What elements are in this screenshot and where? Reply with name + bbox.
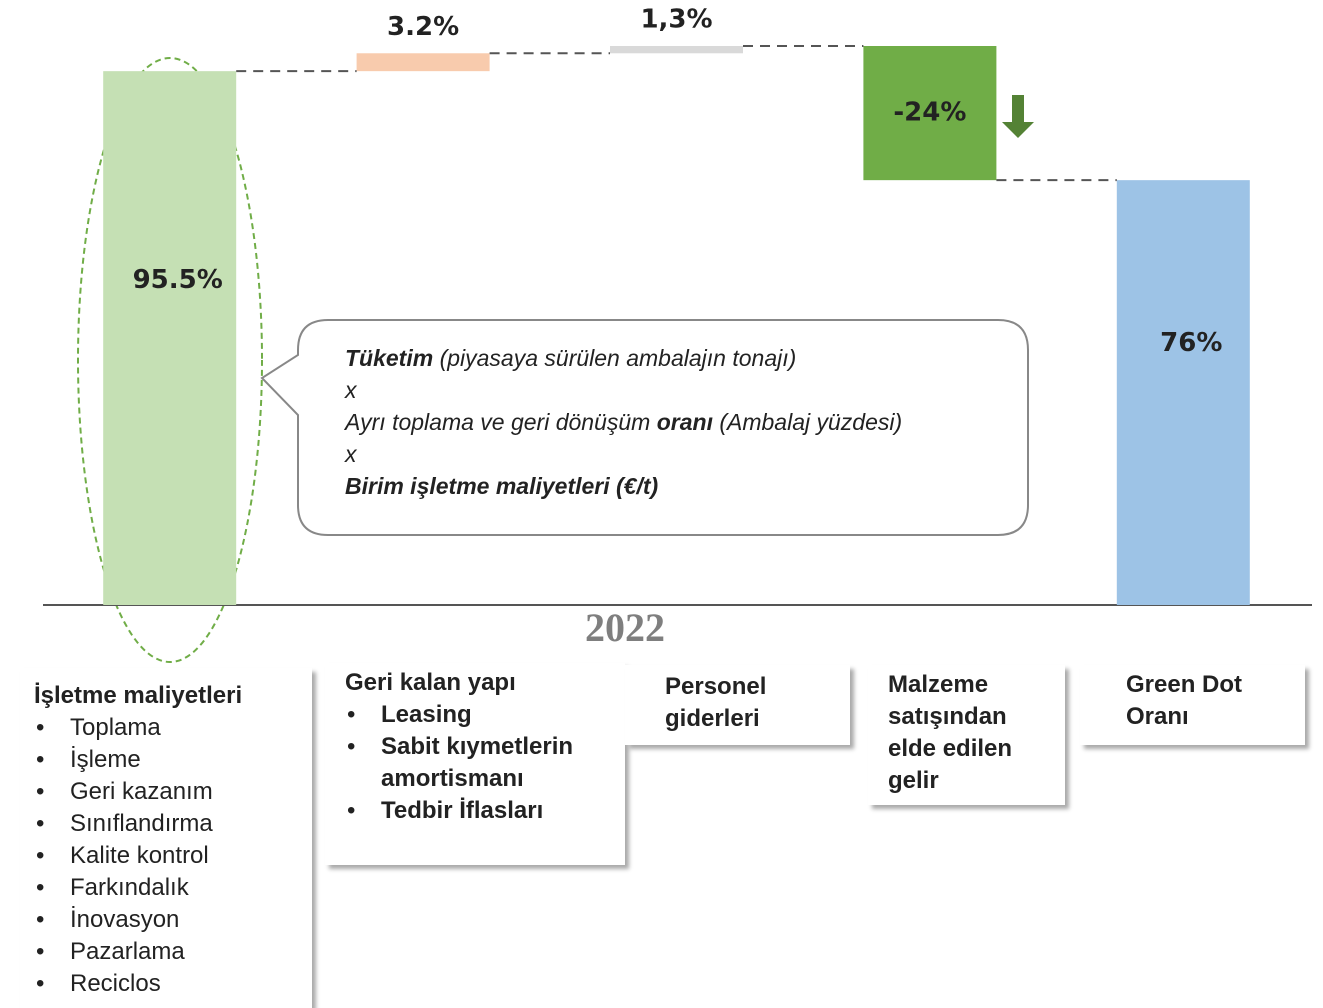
category-box: Personel giderleri — [625, 665, 850, 745]
callout-segment: Birim işletme maliyetleri (€/t) — [345, 473, 658, 499]
callout-text: Tüketim (piyasaya sürülen ambalajın tona… — [343, 345, 902, 499]
bar — [103, 71, 237, 605]
category-label: Personel giderleri — [665, 673, 767, 732]
callout-segment: Tüketim — [345, 345, 433, 371]
highlight-ellipse — [77, 57, 263, 663]
category-box: Malzeme satışından elde edilen gelir — [868, 665, 1065, 805]
detail-list: ToplamaİşlemeGeri kazanımSınıflandırmaKa… — [34, 712, 298, 1000]
bar-label: 3.2% — [387, 12, 459, 42]
bar-label: 1,3% — [640, 5, 712, 35]
bar-label: 95.5% — [133, 265, 223, 295]
detail-item: Sabit kıymetlerin amortismanı — [347, 731, 605, 795]
bar — [863, 46, 997, 181]
category-label: Geri kalan yapı — [345, 669, 516, 696]
detail-item: Leasing — [347, 699, 605, 731]
detail-item: İnovasyon — [36, 904, 298, 936]
callout-line: Birim işletme maliyetleri (€/t) — [345, 473, 658, 499]
detail-item: Toplama — [36, 712, 298, 744]
category-label: Malzeme satışından elde edilen gelir — [888, 671, 1013, 794]
detail-item: İşleme — [36, 744, 298, 776]
category-label: Green Dot Oranı — [1126, 671, 1243, 730]
bar-label: -24% — [893, 98, 966, 128]
callout-segment: (Ambalaj yüzdesi) — [713, 409, 902, 435]
bar — [356, 53, 490, 72]
callout-line: Ayrı toplama ve geri dönüşüm oranı (Amba… — [343, 409, 902, 435]
detail-item: Reciclos — [36, 968, 298, 1000]
callout-line: x — [344, 441, 358, 467]
bar — [1116, 180, 1250, 605]
callout-line: Tüketim (piyasaya sürülen ambalajın tona… — [345, 345, 796, 371]
category-label: İşletme maliyetleri — [34, 682, 243, 709]
callout-segment: (piyasaya sürülen ambalajın tonajı) — [433, 345, 796, 371]
down-arrow — [1002, 95, 1034, 138]
callout-line: x — [344, 377, 358, 403]
detail-item: Kalite kontrol — [36, 840, 298, 872]
detail-item: Pazarlama — [36, 936, 298, 968]
callout-segment: oranı — [657, 409, 713, 435]
category-box: Green Dot Oranı — [1080, 665, 1305, 745]
detail-item: Tedbir İflasları — [347, 795, 605, 827]
callout-segment: x — [344, 441, 358, 467]
category-box: Geri kalan yapı LeasingSabit kıymetlerin … — [325, 663, 625, 865]
bar-label: 76% — [1160, 328, 1222, 358]
detail-item: Sınıflandırma — [36, 808, 298, 840]
callout-segment: x — [344, 377, 358, 403]
callout-bubble — [260, 319, 1029, 536]
bar — [610, 46, 743, 54]
category-box: İşletme maliyetleri ToplamaİşlemeGeri kaz… — [20, 668, 312, 1008]
detail-item: Geri kazanım — [36, 776, 298, 808]
detail-list: LeasingSabit kıymetlerin amortismanıTedb… — [345, 699, 605, 827]
detail-item: Farkındalık — [36, 872, 298, 904]
x-axis-label: 2022 — [585, 605, 665, 650]
callout-segment: Ayrı toplama ve geri dönüşüm — [343, 409, 657, 435]
